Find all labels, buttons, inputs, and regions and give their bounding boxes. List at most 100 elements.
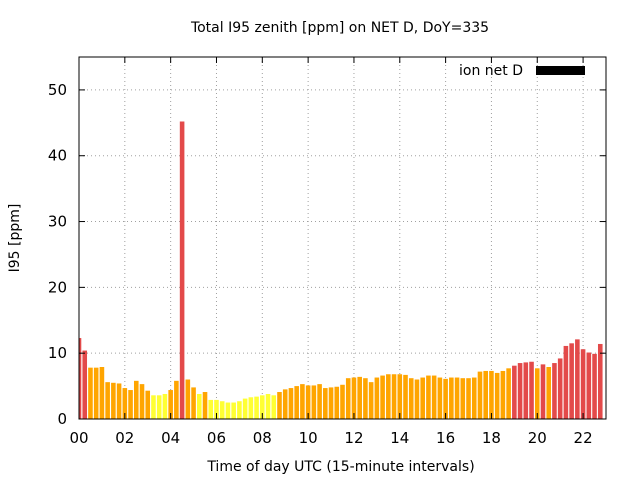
bar (557, 358, 563, 419)
bar (151, 395, 156, 419)
y-tick-label: 30 (48, 213, 67, 231)
bar (111, 382, 116, 419)
bar (597, 343, 603, 419)
bar (225, 402, 231, 419)
x-tick-label: 16 (436, 429, 455, 447)
bar (391, 374, 397, 419)
bar (483, 370, 488, 419)
bar (311, 385, 317, 419)
bar (271, 395, 277, 419)
bar (592, 353, 597, 419)
legend-label: ion net D (459, 63, 523, 79)
bar (282, 389, 288, 419)
x-tick-label: 22 (574, 429, 593, 447)
x-axis-ticks: 00 02 04 06 08 10 12 14 16 18 20 22 (69, 57, 593, 447)
bar (265, 393, 271, 419)
bar (294, 386, 299, 419)
bar (219, 401, 225, 419)
bar (368, 382, 374, 419)
bar (431, 375, 437, 419)
bar (237, 401, 242, 419)
x-tick-label: 00 (69, 429, 88, 447)
bar (305, 385, 311, 419)
bar (328, 387, 334, 419)
y-tick-label: 10 (48, 344, 67, 362)
bar (254, 396, 259, 419)
bar (345, 378, 351, 419)
bar (466, 378, 471, 419)
bar (374, 377, 380, 419)
legend: ion net D (459, 63, 585, 79)
bar (231, 402, 236, 419)
bar (363, 378, 368, 419)
x-tick-label: 04 (161, 429, 180, 447)
bar (133, 380, 139, 419)
bar (116, 383, 122, 419)
y-tick-label: 20 (48, 278, 67, 296)
bar (334, 386, 340, 419)
bar (437, 377, 443, 419)
bar (523, 362, 529, 419)
bar (79, 338, 82, 419)
bar (191, 387, 196, 419)
bar (489, 370, 494, 419)
bar (580, 349, 586, 419)
bar (88, 367, 93, 419)
bar (494, 372, 500, 419)
bar (248, 397, 254, 419)
bar (460, 378, 466, 419)
bar (351, 377, 357, 419)
bar (408, 378, 414, 419)
bar (443, 378, 448, 419)
x-axis-label: Time of day UTC (15-minute intervals) (206, 459, 474, 475)
bar (277, 392, 282, 419)
bar (471, 377, 477, 419)
bar (168, 390, 173, 419)
bar (105, 382, 110, 419)
bar (162, 393, 168, 419)
bar (586, 352, 592, 419)
x-tick-label: 06 (207, 429, 226, 447)
bar (517, 363, 523, 419)
bar (506, 368, 511, 419)
bar (512, 365, 517, 419)
x-tick-label: 14 (390, 429, 409, 447)
bar (260, 395, 265, 419)
bar (546, 367, 552, 419)
bar (575, 339, 580, 419)
bar (156, 395, 162, 419)
bar (454, 377, 460, 419)
bar (214, 399, 219, 419)
bar (122, 388, 128, 419)
x-tick-label: 12 (344, 429, 363, 447)
bar (357, 376, 362, 419)
legend-swatch (536, 66, 585, 75)
bar (380, 375, 385, 419)
bar (323, 388, 328, 419)
bar (208, 399, 214, 419)
bar (242, 398, 248, 419)
y-axis-ticks: 0 10 20 30 40 50 (48, 81, 606, 428)
bar (500, 370, 506, 419)
bar (420, 377, 425, 419)
bar (288, 388, 294, 419)
chart-title: Total I95 zenith [ppm] on NET D, DoY=335 (190, 20, 489, 36)
bar (179, 121, 185, 419)
bar (82, 350, 88, 419)
bar (93, 367, 99, 419)
y-tick-label: 0 (57, 410, 67, 428)
bar (477, 371, 483, 419)
bar (300, 384, 305, 419)
bar (569, 343, 574, 419)
bar (145, 390, 151, 419)
bar (128, 390, 133, 419)
grid (79, 57, 606, 419)
x-tick-label: 10 (299, 429, 318, 447)
x-tick-label: 02 (115, 429, 134, 447)
plot-frame (78, 56, 607, 420)
bar (340, 384, 345, 419)
bar (552, 363, 557, 419)
bar (540, 364, 546, 419)
y-axis-label: I95 [ppm] (7, 204, 23, 273)
